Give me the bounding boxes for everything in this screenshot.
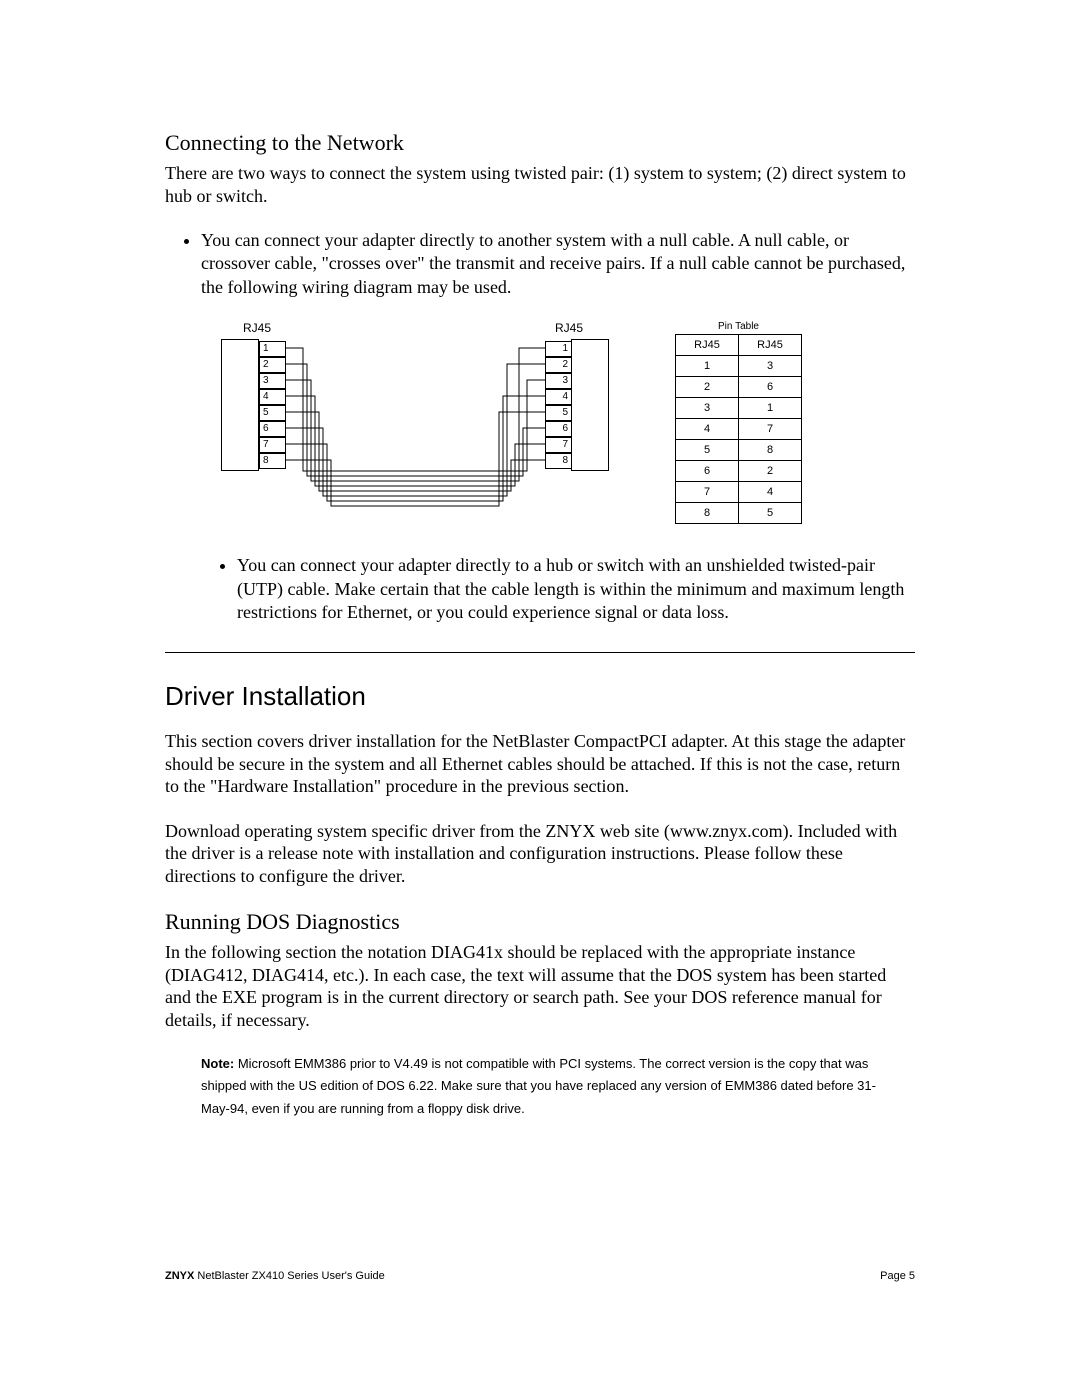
heading-connecting: Connecting to the Network [165, 130, 915, 156]
wiring-lines [215, 321, 615, 521]
crossover-wiring-diagram: RJ45 RJ45 1122334455667788 [215, 321, 615, 521]
pin-table-row: 13 [676, 356, 802, 377]
dos-p: In the following section the notation DI… [165, 941, 915, 1031]
connecting-intro: There are two ways to connect the system… [165, 162, 915, 207]
pin-table-row: 26 [676, 377, 802, 398]
emm386-note: Note: Microsoft EMM386 prior to V4.49 is… [165, 1053, 915, 1119]
note-text: Microsoft EMM386 prior to V4.49 is not c… [201, 1056, 876, 1115]
note-label: Note: [201, 1056, 234, 1071]
pin-table-row: 62 [676, 461, 802, 482]
footer-left: ZNYX NetBlaster ZX410 Series User's Guid… [165, 1270, 385, 1282]
pin-table-cell: 2 [676, 377, 739, 398]
pin-table-cell: 6 [739, 377, 802, 398]
pin-table-row: 31 [676, 398, 802, 419]
driver-p2: Download operating system specific drive… [165, 820, 915, 888]
pin-table-wrap: Pin Table RJ45 RJ45 1326314758627485 [675, 321, 802, 524]
pin-table-cell: 7 [739, 419, 802, 440]
pin-table-row: 47 [676, 419, 802, 440]
section-divider [165, 652, 915, 653]
pin-table-cell: 5 [739, 503, 802, 524]
pin-table-cell: 6 [676, 461, 739, 482]
heading-driver-installation: Driver Installation [165, 681, 915, 712]
pin-table-row: 85 [676, 503, 802, 524]
pin-table-cell: 1 [739, 398, 802, 419]
footer-title: NetBlaster ZX410 Series User's Guide [194, 1270, 384, 1282]
pin-table-cell: 3 [739, 356, 802, 377]
pin-table-cell: 5 [676, 440, 739, 461]
pin-table-row: 74 [676, 482, 802, 503]
footer-page-number: Page 5 [880, 1270, 915, 1282]
pin-table-cell: 1 [676, 356, 739, 377]
pin-table-cell: 4 [676, 419, 739, 440]
bullet-hub-switch: You can connect your adapter directly to… [237, 554, 915, 624]
pin-table-row: 58 [676, 440, 802, 461]
driver-p1: This section covers driver installation … [165, 730, 915, 798]
pin-table-cell: 3 [676, 398, 739, 419]
pin-table-cell: 8 [676, 503, 739, 524]
heading-dos-diagnostics: Running DOS Diagnostics [165, 909, 915, 935]
pin-table: RJ45 RJ45 1326314758627485 [675, 334, 802, 524]
pin-table-header-right: RJ45 [739, 335, 802, 356]
bullet-null-cable: You can connect your adapter directly to… [201, 229, 915, 299]
pin-table-cell: 4 [739, 482, 802, 503]
pin-table-caption: Pin Table [675, 321, 802, 332]
pin-table-header-left: RJ45 [676, 335, 739, 356]
page-footer: ZNYX NetBlaster ZX410 Series User's Guid… [165, 1270, 915, 1282]
pin-table-cell: 2 [739, 461, 802, 482]
pin-table-cell: 8 [739, 440, 802, 461]
footer-brand: ZNYX [165, 1270, 194, 1282]
pin-table-cell: 7 [676, 482, 739, 503]
wiring-diagram-area: RJ45 RJ45 1122334455667788 Pin Table RJ4… [215, 321, 915, 524]
bullet-list-2: You can connect your adapter directly to… [165, 554, 915, 624]
bullet-list-1: You can connect your adapter directly to… [165, 229, 915, 299]
